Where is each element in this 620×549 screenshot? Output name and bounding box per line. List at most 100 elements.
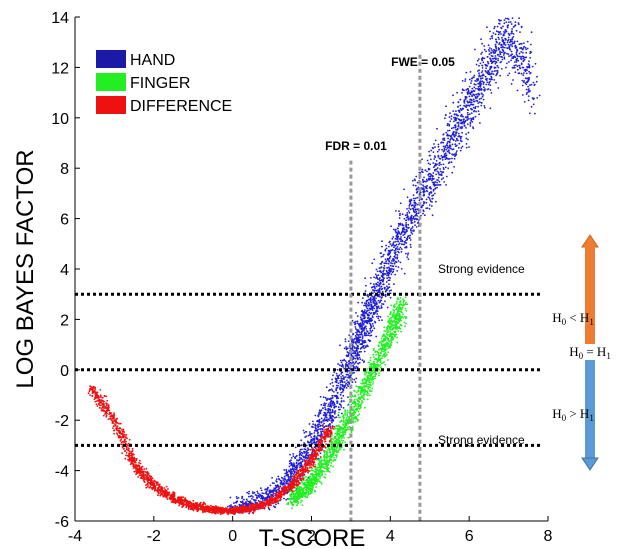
- data-point: [437, 145, 440, 148]
- data-point: [354, 341, 357, 344]
- data-point: [474, 96, 477, 98]
- data-point: [417, 221, 420, 224]
- data-point: [299, 461, 302, 464]
- data-point: [385, 285, 388, 288]
- data-point: [372, 381, 375, 383]
- data-point: [351, 347, 354, 350]
- data-point: [398, 251, 400, 254]
- data-point: [441, 155, 444, 158]
- data-point: [519, 47, 521, 49]
- data-point: [396, 270, 399, 272]
- data-point: [382, 283, 385, 286]
- data-point: [269, 491, 272, 494]
- data-point: [519, 31, 521, 33]
- data-point: [311, 439, 313, 442]
- data-point: [366, 394, 369, 397]
- data-point: [397, 266, 400, 268]
- data-point: [373, 291, 376, 293]
- data-point: [438, 148, 440, 151]
- data-point: [329, 389, 332, 391]
- data-point: [339, 429, 341, 431]
- data-point: [363, 312, 366, 315]
- data-point: [332, 404, 335, 407]
- data-point: [366, 307, 369, 310]
- data-point: [393, 255, 396, 258]
- data-point: [369, 297, 372, 300]
- data-point: [282, 479, 285, 481]
- data-point: [488, 50, 491, 52]
- data-point: [352, 408, 355, 410]
- data-point: [341, 364, 344, 367]
- data-point: [359, 316, 362, 319]
- data-point: [361, 342, 363, 345]
- data-point: [522, 59, 525, 62]
- data-point: [467, 138, 469, 141]
- data-point: [299, 452, 301, 455]
- data-point: [303, 493, 305, 496]
- data-point: [357, 385, 360, 388]
- data-point: [472, 103, 475, 106]
- data-point: [246, 500, 249, 502]
- data-point: [465, 133, 467, 136]
- data-point: [495, 30, 498, 33]
- data-point: [339, 384, 342, 386]
- data-point: [513, 64, 516, 67]
- data-point: [388, 319, 390, 322]
- data-point: [241, 497, 244, 500]
- data-point: [445, 156, 448, 159]
- data-point: [394, 253, 397, 256]
- data-point: [327, 405, 329, 407]
- data-point: [399, 315, 402, 318]
- data-point: [330, 405, 333, 407]
- data-point: [357, 393, 360, 396]
- data-point: [371, 315, 374, 317]
- data-point: [265, 491, 267, 494]
- data-point: [345, 424, 348, 427]
- data-point: [349, 361, 352, 364]
- data-point: [341, 374, 344, 377]
- data-point: [403, 321, 406, 324]
- data-point: [447, 167, 450, 170]
- data-point: [467, 101, 469, 104]
- data-point: [397, 243, 400, 246]
- data-point: [469, 98, 471, 101]
- data-point: [382, 343, 385, 346]
- data-point: [331, 381, 334, 384]
- data-point: [497, 66, 500, 69]
- data-point: [368, 302, 370, 305]
- data-point: [510, 83, 513, 85]
- data-point: [305, 486, 308, 489]
- data-point: [398, 310, 400, 313]
- data-point: [343, 425, 346, 428]
- data-point: [449, 138, 452, 141]
- data-point: [525, 72, 528, 75]
- data-point: [375, 297, 377, 300]
- data-point: [305, 435, 308, 438]
- data-point: [346, 355, 348, 358]
- data-point: [477, 102, 480, 104]
- data-point: [342, 420, 345, 423]
- data-point: [351, 416, 353, 419]
- data-point: [283, 475, 286, 478]
- data-point: [494, 62, 497, 65]
- data-point: [442, 137, 445, 140]
- data-point: [507, 32, 510, 35]
- data-point: [309, 432, 312, 435]
- data-point: [431, 181, 434, 184]
- data-point: [383, 277, 385, 279]
- data-point: [449, 120, 452, 123]
- data-point: [344, 414, 346, 416]
- data-point: [336, 441, 339, 444]
- data-point: [438, 161, 441, 164]
- data-point: [314, 490, 317, 493]
- data-point: [528, 76, 531, 79]
- data-point: [361, 301, 363, 304]
- data-point: [464, 120, 466, 123]
- data-point: [350, 354, 353, 357]
- data-point: [308, 479, 310, 482]
- data-point: [389, 320, 392, 323]
- data-point: [346, 370, 349, 373]
- data-point: [315, 429, 318, 432]
- data-point: [460, 122, 462, 125]
- data-point: [341, 434, 344, 437]
